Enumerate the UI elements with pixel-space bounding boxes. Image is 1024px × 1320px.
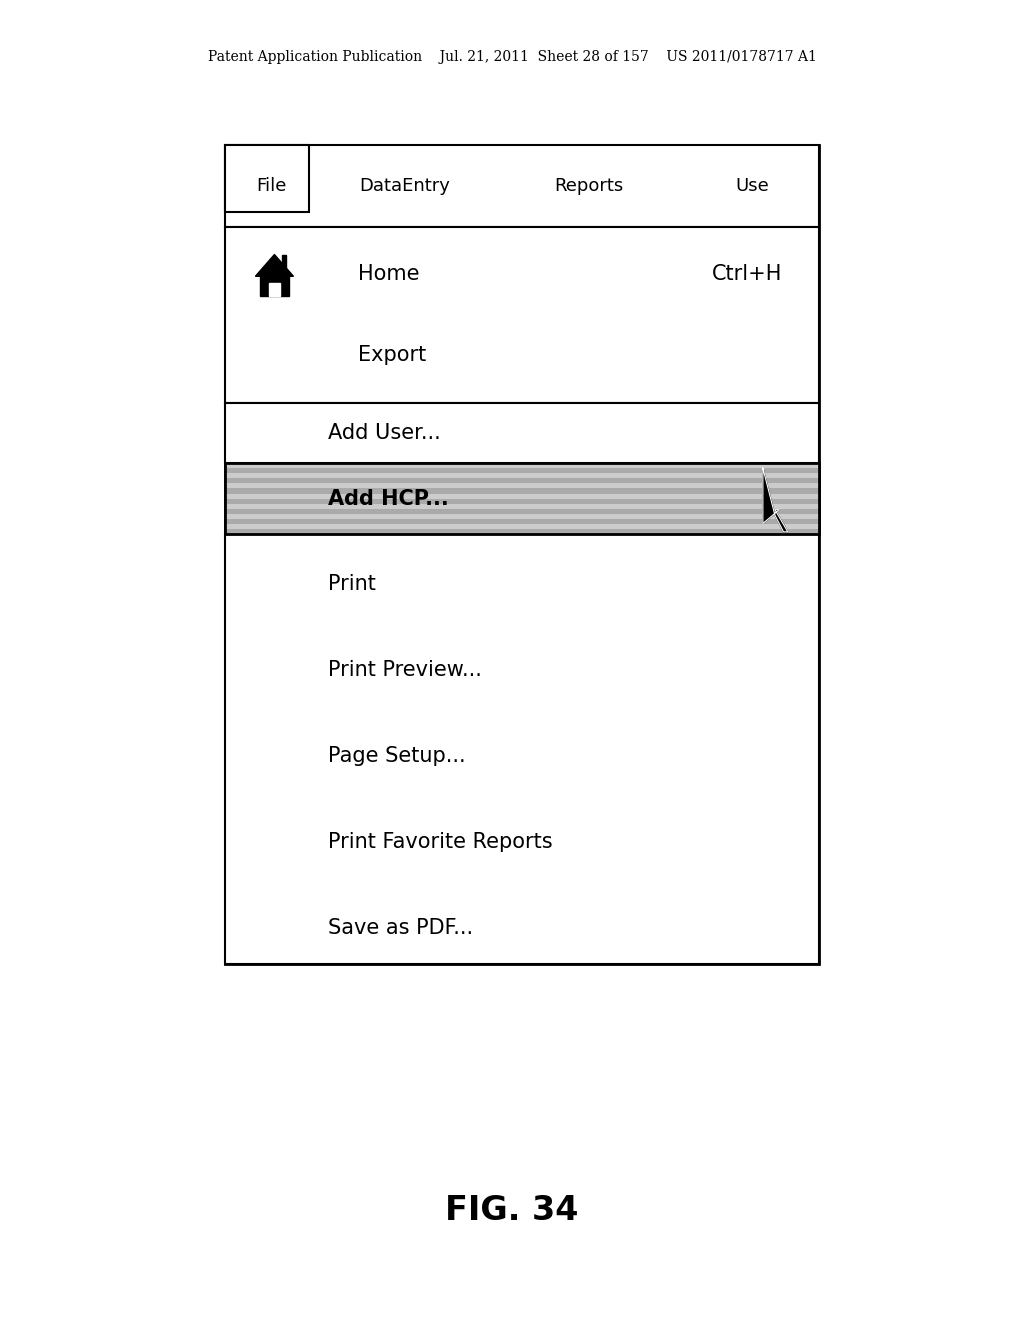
Bar [225,463,819,469]
Text: Print Favorite Reports: Print Favorite Reports [328,832,552,851]
Bar [225,145,819,227]
Text: FIG. 34: FIG. 34 [445,1193,579,1228]
Polygon shape [763,469,787,532]
Bar [225,504,819,508]
Bar [225,469,819,474]
Bar [225,513,819,519]
Bar [225,508,819,513]
Bar [225,227,819,403]
Bar [225,403,819,463]
Bar [225,494,819,499]
Bar [225,478,819,483]
Bar [225,145,819,964]
Bar [225,474,819,478]
Polygon shape [283,255,286,268]
Bar [225,499,819,504]
Bar [225,463,819,533]
Polygon shape [269,284,280,296]
Polygon shape [260,276,289,296]
Text: Use: Use [736,177,769,195]
Bar [225,145,309,213]
Text: Page Setup...: Page Setup... [328,746,465,766]
Bar [225,488,819,494]
Text: Print: Print [328,574,376,594]
Text: Print Preview...: Print Preview... [328,660,481,680]
Text: Add User...: Add User... [328,424,440,444]
Bar [225,533,819,964]
Bar [225,529,819,533]
Bar [225,524,819,529]
Polygon shape [255,255,294,276]
Text: Home: Home [358,264,420,284]
Text: Add HCP...: Add HCP... [328,488,449,508]
Text: Patent Application Publication    Jul. 21, 2011  Sheet 28 of 157    US 2011/0178: Patent Application Publication Jul. 21, … [208,50,816,63]
Text: Export: Export [358,346,427,366]
Text: Ctrl+H: Ctrl+H [713,264,782,284]
Text: File: File [256,177,287,195]
Text: Save as PDF...: Save as PDF... [328,917,473,937]
Bar [225,519,819,524]
Text: Reports: Reports [554,177,624,195]
Bar [225,483,819,488]
Text: DataEntry: DataEntry [359,177,450,195]
